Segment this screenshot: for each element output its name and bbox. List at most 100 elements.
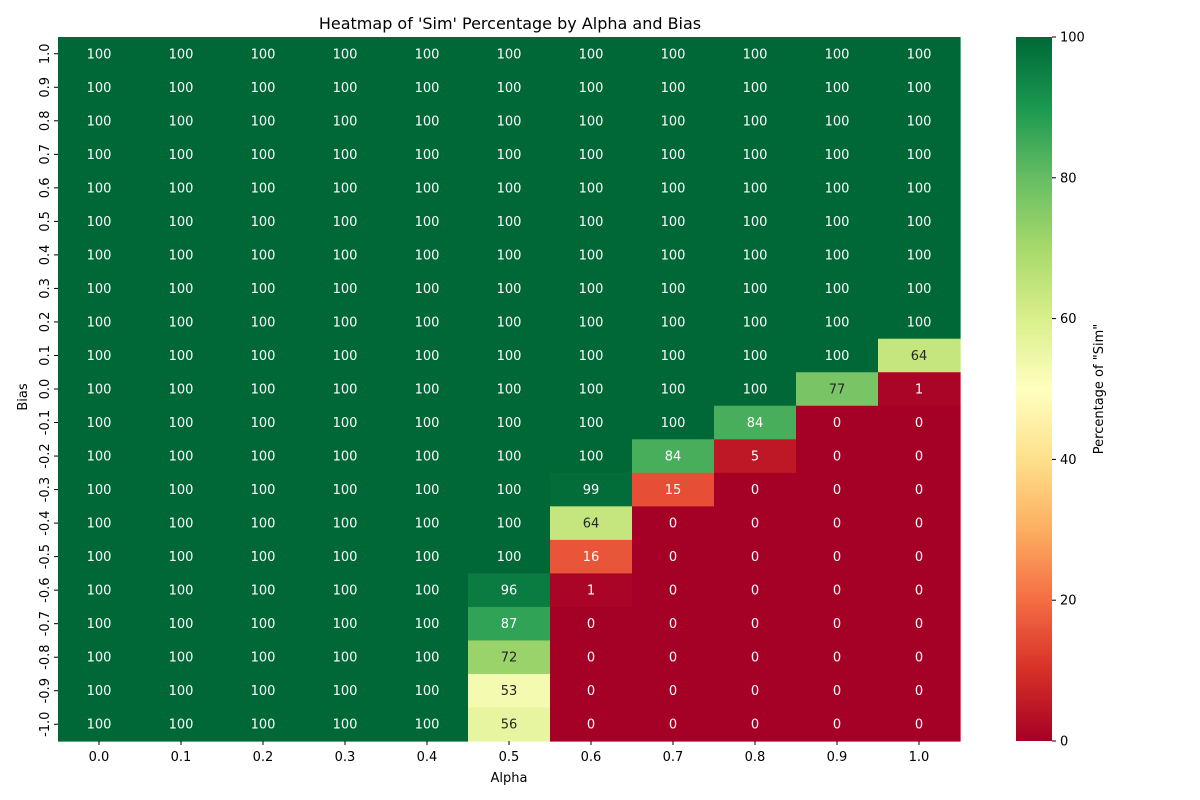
heatmap-cell — [140, 70, 223, 105]
cell-value-label: 100 — [87, 248, 112, 263]
cell-value-label: 100 — [251, 181, 276, 196]
cell-value-label: 100 — [661, 81, 686, 96]
heatmap-cell — [58, 104, 141, 139]
heatmap-cell — [304, 673, 387, 709]
cell-value-label: 100 — [87, 282, 112, 297]
cell-value-label: 100 — [497, 550, 522, 565]
heatmap-cell — [632, 707, 715, 742]
cell-value-label: 100 — [743, 215, 768, 230]
heatmap-cell — [386, 37, 469, 72]
heatmap-cell — [468, 472, 551, 507]
cell-value-label: 100 — [497, 349, 522, 364]
heatmap-cell — [632, 271, 715, 306]
heatmap-cell — [468, 506, 551, 541]
cell-value-label: 0 — [669, 718, 677, 733]
y-tick-label: 0.1 — [38, 345, 53, 366]
heatmap-cell — [550, 70, 633, 105]
x-tick-label: 0.8 — [745, 750, 766, 765]
heatmap-cell — [468, 673, 551, 709]
heatmap-cell — [714, 539, 797, 574]
heatmap-cell — [386, 539, 469, 574]
cell-value-label: 0 — [833, 684, 841, 699]
cell-value-label: 100 — [907, 148, 932, 163]
heatmap-cell — [222, 439, 305, 474]
cell-value-label: 100 — [333, 550, 358, 565]
heatmap-cell — [632, 104, 715, 139]
cell-value-label: 100 — [497, 181, 522, 196]
heatmap-cell — [140, 573, 223, 608]
colorbar — [1016, 37, 1052, 741]
heatmap-cell — [468, 707, 551, 742]
heatmap-cell — [714, 439, 797, 474]
heatmap-cell — [632, 372, 715, 407]
heatmap-cell — [796, 70, 879, 105]
heatmap-cell — [468, 204, 551, 239]
cell-value-label: 100 — [579, 450, 604, 465]
x-tick-label: 0.1 — [171, 750, 192, 765]
cell-value-label: 100 — [333, 315, 358, 330]
heatmap-cell — [550, 271, 633, 306]
cell-value-label: 100 — [415, 383, 440, 398]
heatmap-cell — [714, 204, 797, 239]
cell-value-label: 100 — [169, 517, 194, 532]
heatmap-cell — [222, 271, 305, 306]
cell-value-label: 15 — [665, 483, 682, 498]
cell-value-label: 100 — [333, 248, 358, 263]
cell-value-label: 100 — [661, 181, 686, 196]
cell-value-label: 0 — [669, 684, 677, 699]
cell-value-label: 100 — [743, 248, 768, 263]
y-tick-label: -0.9 — [38, 678, 53, 703]
cell-value-label: 16 — [583, 550, 600, 565]
heatmap-cell — [140, 238, 223, 273]
heatmap-cell — [386, 506, 469, 541]
cell-value-label: 100 — [415, 315, 440, 330]
heatmap-cell — [878, 372, 961, 407]
cell-value-label: 100 — [743, 383, 768, 398]
cell-value-label: 100 — [743, 181, 768, 196]
heatmap-cell — [878, 640, 961, 675]
cell-value-label: 100 — [415, 517, 440, 532]
heatmap-cell — [796, 405, 879, 440]
cell-value-label: 100 — [825, 148, 850, 163]
heatmap-cell — [386, 70, 469, 105]
heatmap-cell — [58, 305, 141, 340]
heatmap-cell — [550, 707, 633, 742]
heatmap-cell — [632, 506, 715, 541]
heatmap-cell — [550, 506, 633, 541]
heatmap-cell — [58, 573, 141, 608]
cell-value-label: 100 — [251, 718, 276, 733]
heatmap-cell — [140, 137, 223, 172]
heatmap-cell — [304, 171, 387, 206]
cell-value-label: 0 — [669, 550, 677, 565]
cell-value-label: 100 — [87, 450, 112, 465]
cell-value-label: 100 — [661, 47, 686, 62]
cell-value-label: 72 — [501, 651, 518, 666]
heatmap-cell — [878, 707, 961, 742]
cell-value-label: 100 — [579, 416, 604, 431]
cell-value-label: 100 — [497, 517, 522, 532]
cell-value-label: 100 — [415, 114, 440, 129]
cell-value-label: 0 — [587, 617, 595, 632]
heatmap-cell — [714, 606, 797, 642]
cell-value-label: 84 — [747, 416, 764, 431]
heatmap-cell — [140, 506, 223, 541]
heatmap-cell — [58, 640, 141, 675]
cell-value-label: 100 — [251, 651, 276, 666]
cell-value-label: 100 — [661, 282, 686, 297]
cell-value-label: 0 — [833, 584, 841, 599]
cell-value-label: 100 — [251, 282, 276, 297]
heatmap-cell — [714, 673, 797, 709]
heatmap-cell — [304, 506, 387, 541]
heatmap-cell — [222, 673, 305, 709]
heatmap-cell — [550, 405, 633, 440]
heatmap-cell — [714, 70, 797, 105]
cell-value-label: 100 — [825, 81, 850, 96]
heatmap-cell — [550, 37, 633, 72]
heatmap-cell — [222, 707, 305, 742]
cell-value-label: 100 — [333, 517, 358, 532]
heatmap-cell — [714, 104, 797, 139]
cell-value-label: 0 — [669, 617, 677, 632]
cell-value-label: 100 — [251, 315, 276, 330]
cell-value-label: 100 — [497, 416, 522, 431]
heatmap-cell — [550, 372, 633, 407]
